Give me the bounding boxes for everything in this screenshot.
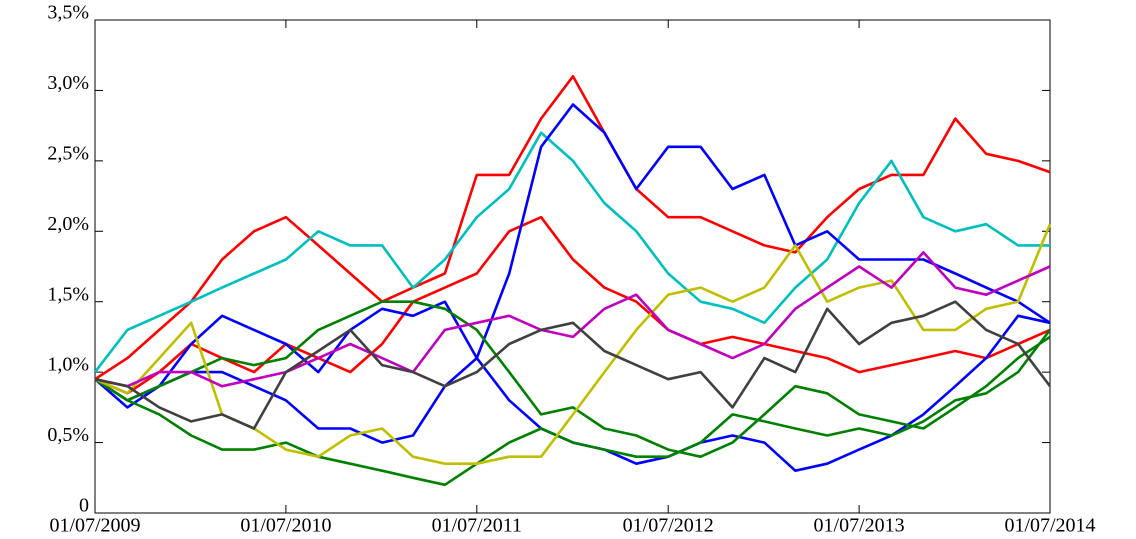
line-series bbox=[93, 131, 1050, 373]
x-tick-label: 01/07/2011 bbox=[432, 515, 522, 537]
x-tick-label: 01/07/2013 bbox=[814, 515, 905, 537]
y-tick-label: 3,0% bbox=[47, 72, 89, 94]
plot-frame bbox=[94, 19, 1051, 514]
y-tick-label: 1,0% bbox=[47, 354, 89, 376]
x-tick-label: 01/07/2012 bbox=[623, 515, 714, 537]
y-tick-label: 0,5% bbox=[47, 424, 89, 446]
line-series bbox=[94, 75, 1051, 381]
y-tick-label: 2,5% bbox=[47, 142, 89, 164]
line-series bbox=[94, 103, 1051, 444]
y-tick-label: 1,5% bbox=[47, 283, 89, 305]
x-tick-label: 01/07/2010 bbox=[240, 515, 331, 537]
y-tick-label: 2,0% bbox=[47, 213, 89, 235]
x-tick-label: 01/07/2014 bbox=[1004, 515, 1095, 537]
y-tick-label: 3,5% bbox=[47, 2, 89, 24]
line-series bbox=[94, 300, 1052, 430]
line-series bbox=[94, 251, 1051, 388]
y-tick-label: 0 bbox=[79, 495, 89, 517]
line-series bbox=[94, 300, 1051, 472]
line-series bbox=[94, 215, 1051, 395]
line-series bbox=[94, 329, 1052, 487]
x-tick-label: 01/07/2009 bbox=[49, 515, 140, 537]
line-series bbox=[94, 300, 1051, 458]
